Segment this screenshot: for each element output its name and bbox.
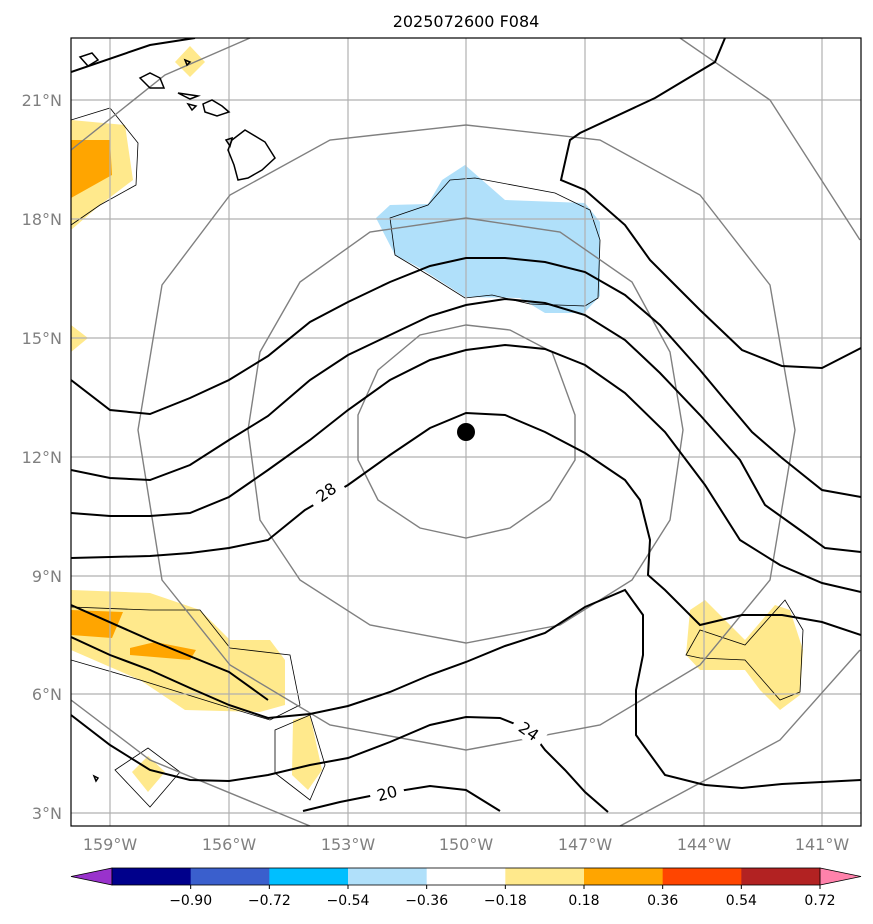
range-ring-4 xyxy=(71,38,861,826)
contour-c xyxy=(71,343,861,593)
lat-tick-3: 3°N xyxy=(32,804,62,823)
colorbar-extension-low xyxy=(70,867,113,886)
contour-20 xyxy=(302,784,501,812)
lon-tick-147w: 147°W xyxy=(558,835,613,854)
graticule xyxy=(71,38,861,826)
map-frame xyxy=(70,37,862,827)
lat-tick-15: 15°N xyxy=(22,329,62,348)
lon-tick-141w: 141°W xyxy=(795,835,850,854)
island-niihau xyxy=(183,58,192,67)
island-small-bigisle-tip xyxy=(224,136,234,148)
colorbar-segment xyxy=(426,868,506,885)
lat-tick-18: 18°N xyxy=(22,210,62,229)
range-ring-3 xyxy=(137,124,796,751)
island-small-sw xyxy=(92,774,100,783)
contours xyxy=(71,38,861,813)
range-ring-1 xyxy=(357,324,576,539)
colorbar-segment xyxy=(584,868,664,885)
map-title: 2025072600 F084 xyxy=(393,12,540,31)
lon-axis: 159°W 156°W 153°W 150°W 147°W 144°W 141°… xyxy=(83,835,850,854)
contour-outer-north xyxy=(71,38,861,370)
colorbar-segment xyxy=(505,868,585,885)
lat-axis: 21°N 18°N 15°N 12°N 9°N 6°N 3°N xyxy=(22,91,62,823)
colorbar-tick-label: 0.54 xyxy=(726,893,757,909)
colorbar-tick-label: −0.72 xyxy=(248,893,291,909)
fill-orange-west-upper xyxy=(71,140,112,198)
colorbar-tick-label: −0.90 xyxy=(169,893,212,909)
island-kauai xyxy=(78,52,100,67)
island-molokai xyxy=(177,92,201,100)
contour-label-20: 20 xyxy=(375,782,400,806)
colorbar-tick-label: 0.72 xyxy=(804,893,835,909)
range-ring-2 xyxy=(247,217,684,644)
contour-inner-s1 xyxy=(71,588,861,790)
anomaly-fills xyxy=(71,46,803,792)
colorbar-tick-label: −0.54 xyxy=(327,893,370,909)
island-hawaii-big xyxy=(227,129,276,181)
lat-tick-6: 6°N xyxy=(32,685,62,704)
island-lanai xyxy=(186,102,198,112)
lon-tick-156w: 156°W xyxy=(202,835,257,854)
island-oahu xyxy=(138,72,166,89)
contour-24 xyxy=(71,714,609,813)
colorbar-tick-label: 0.36 xyxy=(647,893,678,909)
fill-negative-north xyxy=(376,165,600,313)
lat-tick-12: 12°N xyxy=(22,448,62,467)
fill-positive-south-a xyxy=(292,715,322,790)
colorbar-segment xyxy=(190,868,270,885)
colorbar-segment xyxy=(741,868,821,885)
colorbar-frame xyxy=(111,867,821,886)
lon-tick-159w: 159°W xyxy=(83,835,138,854)
lat-tick-9: 9°N xyxy=(32,567,62,586)
colorbar-tick-label: −0.36 xyxy=(405,893,448,909)
contour-28 xyxy=(71,411,861,636)
colorbar-segment xyxy=(348,868,428,885)
fill-orange-southwest-b xyxy=(130,642,196,660)
lat-tick-21: 21°N xyxy=(22,91,62,110)
island-maui xyxy=(202,99,231,117)
lon-tick-150w: 150°W xyxy=(439,835,494,854)
colorbar: −0.90 −0.72 −0.54 −0.36 −0.18 0.18 0.36 0.54 0.7… xyxy=(70,867,862,909)
contour-a xyxy=(71,257,861,498)
lon-tick-144w: 144°W xyxy=(677,835,732,854)
storm-center-marker xyxy=(457,423,475,441)
contour-b xyxy=(71,297,861,553)
contour-labels: 28 24 20 xyxy=(304,471,550,809)
colorbar-segment xyxy=(112,868,192,885)
contour-sw-1 xyxy=(71,604,269,701)
range-rings xyxy=(71,38,861,826)
colorbar-tick-label: 0.18 xyxy=(568,893,599,909)
colorbar-segment xyxy=(269,868,349,885)
lon-tick-153w: 153°W xyxy=(321,835,376,854)
colorbar-extension-high xyxy=(819,867,862,886)
fill-positive-east xyxy=(686,600,803,710)
map-area: 28 24 20 xyxy=(71,38,861,826)
colorbar-segment xyxy=(662,868,742,885)
coastlines xyxy=(78,52,276,783)
colorbar-tick-label: −0.18 xyxy=(484,893,527,909)
